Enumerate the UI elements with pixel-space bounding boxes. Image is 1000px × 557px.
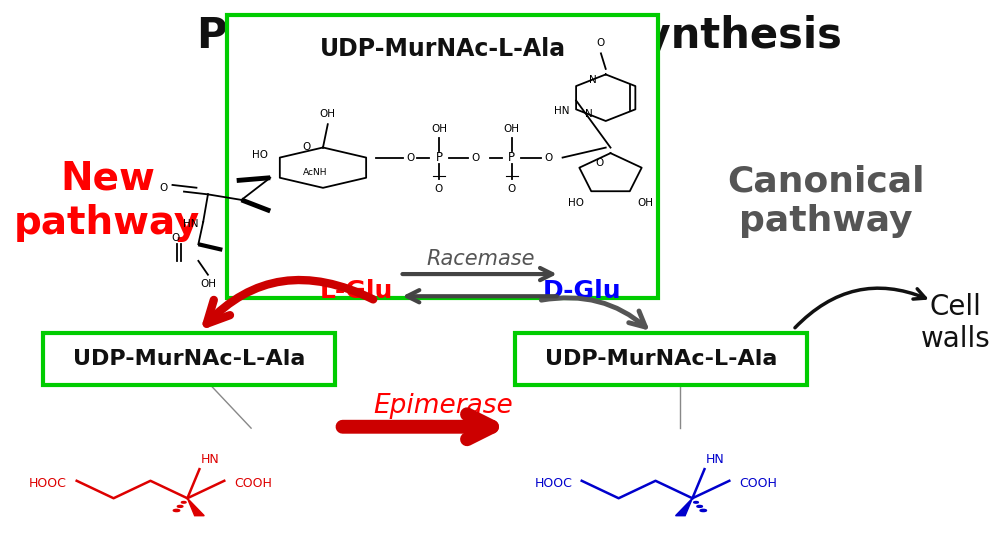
Text: O: O (171, 233, 179, 243)
Text: Peptidoglycan biosynthesis: Peptidoglycan biosynthesis (197, 15, 842, 57)
Text: N: N (589, 75, 597, 85)
Text: COOH: COOH (739, 477, 777, 490)
Ellipse shape (181, 501, 186, 503)
Text: HN: HN (706, 453, 725, 466)
Text: HOOC: HOOC (534, 477, 572, 490)
Text: L-Glu: L-Glu (320, 278, 393, 302)
Ellipse shape (694, 501, 698, 503)
Text: P: P (435, 151, 442, 164)
Text: UDP-MurNAc-L-Ala: UDP-MurNAc-L-Ala (545, 349, 777, 369)
Text: AcNH: AcNH (303, 168, 328, 177)
Text: D-Glu: D-Glu (542, 278, 621, 302)
Polygon shape (676, 499, 692, 516)
Text: O: O (406, 153, 414, 163)
Text: OH: OH (504, 124, 520, 134)
Text: N: N (585, 109, 593, 119)
Text: HN: HN (554, 106, 570, 116)
Text: COOH: COOH (234, 477, 272, 490)
Text: P: P (508, 151, 515, 164)
Text: HOOC: HOOC (29, 477, 67, 490)
Ellipse shape (177, 505, 183, 507)
Text: Epimerase: Epimerase (373, 393, 513, 419)
Text: O: O (508, 184, 516, 194)
Text: Canonical
pathway: Canonical pathway (727, 164, 925, 238)
Ellipse shape (173, 509, 180, 511)
FancyBboxPatch shape (227, 15, 658, 298)
Text: OH: OH (200, 278, 216, 289)
Text: O: O (435, 184, 443, 194)
Text: Racemase: Racemase (427, 249, 535, 269)
Text: OH: OH (637, 198, 653, 208)
Text: HO: HO (252, 150, 268, 160)
Text: UDP-MurNAc-L-Ala: UDP-MurNAc-L-Ala (73, 349, 305, 369)
FancyBboxPatch shape (43, 333, 335, 385)
Text: HN: HN (201, 453, 220, 466)
Ellipse shape (700, 509, 706, 511)
FancyBboxPatch shape (515, 333, 807, 385)
Text: OH: OH (320, 109, 336, 119)
Text: HO: HO (568, 198, 584, 208)
Text: O: O (159, 183, 168, 193)
Polygon shape (187, 499, 204, 516)
Text: UDP-MurNAc-L-Ala: UDP-MurNAc-L-Ala (320, 37, 566, 61)
Text: O: O (597, 38, 605, 48)
Text: HN: HN (183, 219, 198, 229)
Text: O: O (544, 153, 552, 163)
Text: Cell
walls: Cell walls (921, 292, 990, 353)
Text: O: O (596, 158, 604, 168)
Text: O: O (302, 142, 310, 152)
Text: O: O (471, 153, 480, 163)
Text: OH: OH (431, 124, 447, 134)
Text: New
pathway: New pathway (14, 160, 200, 242)
Ellipse shape (697, 505, 702, 507)
